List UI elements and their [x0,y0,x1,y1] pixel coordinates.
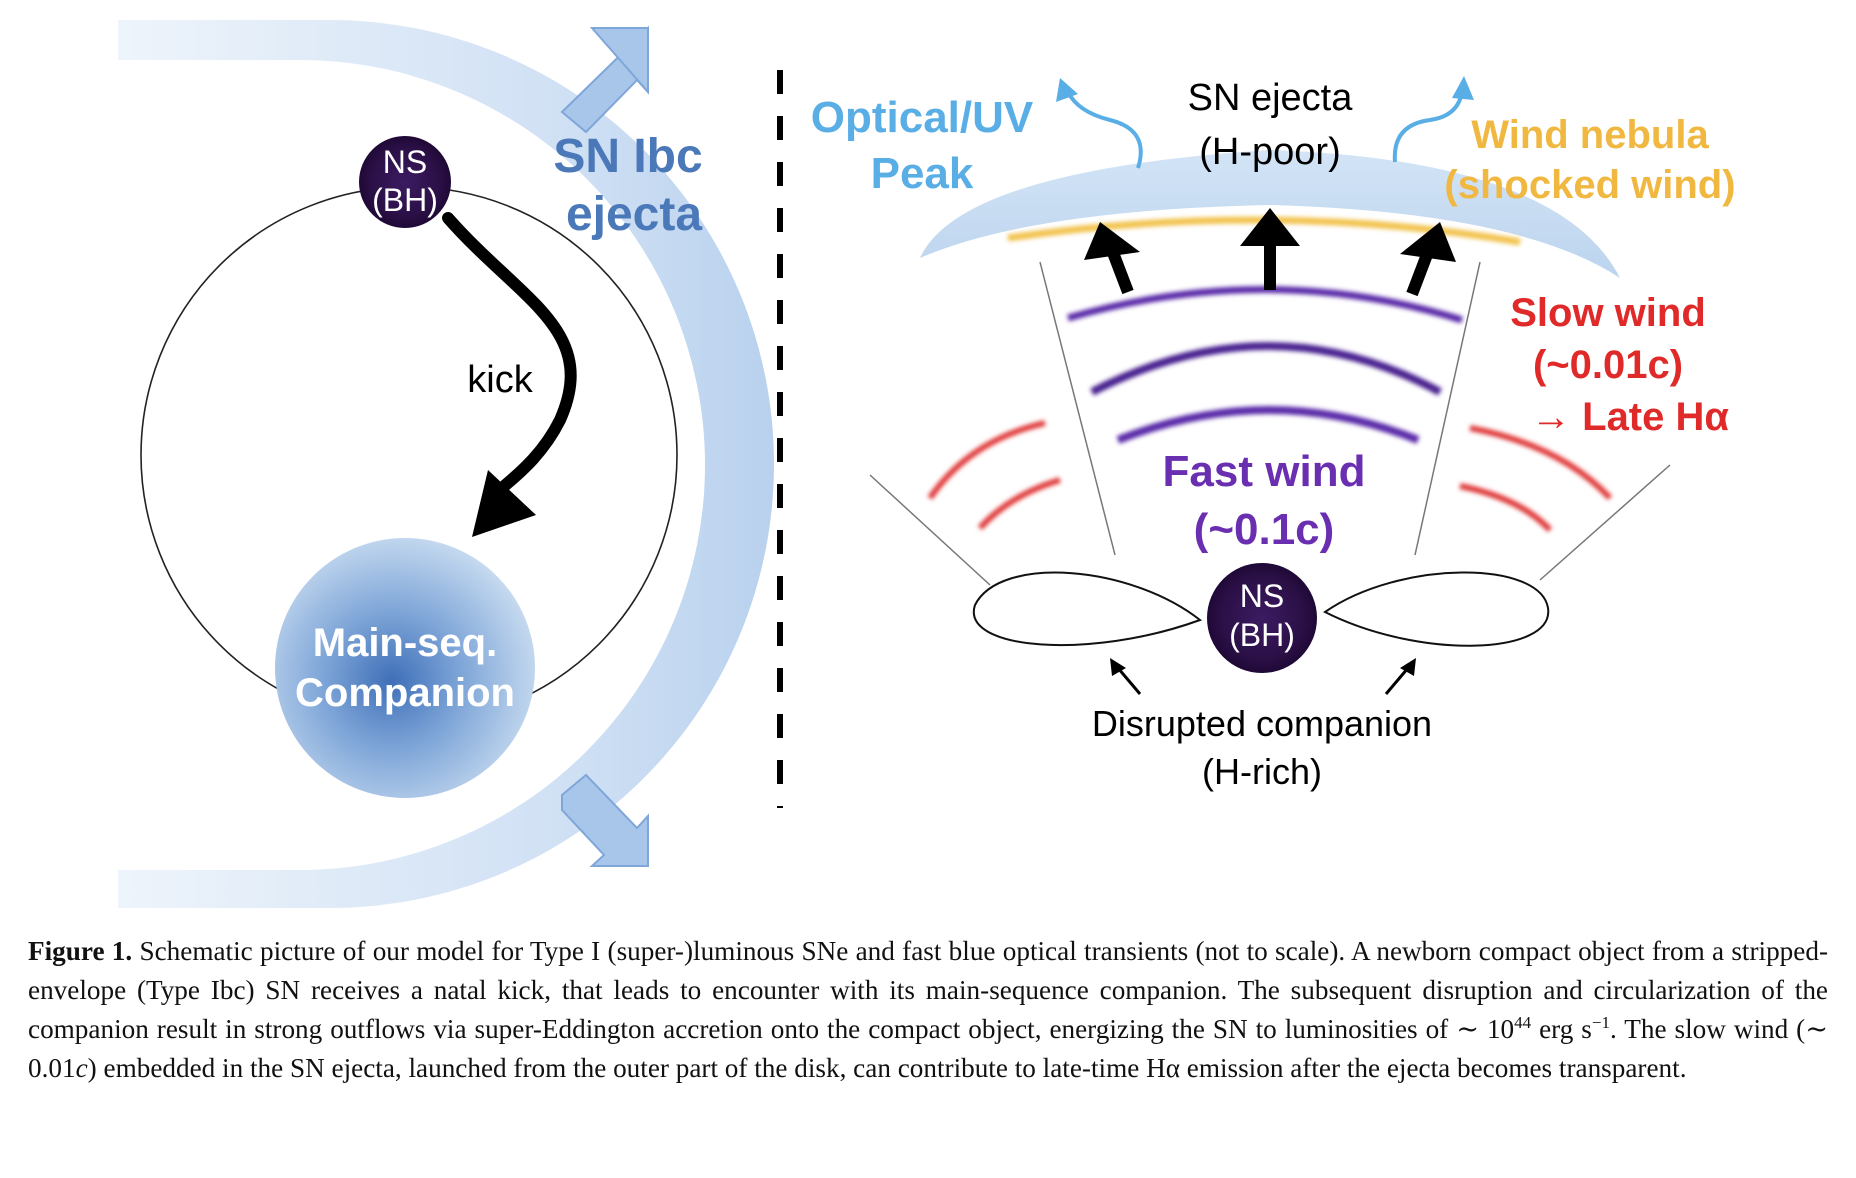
wind-nebula-label-1: Wind nebula [1471,113,1709,157]
optical-emission-arrow-left-icon [1056,78,1143,169]
outflow-arrow-left-icon [1084,222,1140,295]
ns-bh-left [359,136,451,228]
fast-wind-arc-2 [1090,342,1442,396]
schematic-diagram: NS (BH) kick SN Ibc ejecta Main-seq. Com… [118,20,1736,908]
caption-sup-neg: −1 [1591,1012,1610,1032]
outflow-arrow-right-icon [1400,222,1456,297]
fast-wind-label-1: Fast wind [1163,447,1366,496]
caption-text-a: Schematic picture of our model for Type … [28,936,1828,1044]
slow-wind-label-1: Slow wind [1510,291,1706,335]
caption-text-c: . The slow wind (∼ 0.01 [28,1014,1828,1083]
slow-wind-arc-left-2 [977,477,1061,531]
figure-label: Figure 1. [28,936,133,966]
sn-ejecta-cap [920,150,1620,278]
slow-wind-label-2: (~0.01c) [1533,343,1683,387]
optical-uv-label-1: Optical/UV [811,93,1034,142]
ns-right-label-2: (BH) [1229,617,1295,653]
kick-arrowhead-icon [472,470,536,537]
cone-line-inner-left [1039,261,1116,556]
disrupted-companion-label-2: (H-rich) [1202,751,1322,792]
companion-label-2: Companion [295,671,515,715]
ns-bh-right [1207,563,1317,673]
caption-text-d: ) embedded in the SN ejecta, launched fr… [87,1053,1687,1083]
ns-left-label-1: NS [383,144,427,180]
optical-uv-label-2: Peak [871,149,974,198]
slow-wind-arc-left-1 [927,420,1046,500]
main-seq-companion [275,538,535,798]
figure-1: NS (BH) kick SN Ibc ejecta Main-seq. Com… [118,20,1736,908]
disrupted-companion-lobe-right [1323,571,1550,647]
disrupted-companion-lobe-left [972,571,1203,647]
pointer-arrow-right-icon [1384,658,1416,695]
fast-wind-label-2: (~0.1c) [1194,505,1335,554]
sn-ibc-label-2: ejecta [566,188,702,241]
caption-c-symbol: c [75,1053,88,1083]
disrupted-companion-label-1: Disrupted companion [1092,703,1432,744]
sn-ibc-label-1: SN Ibc [553,130,702,183]
outflow-arrow-center-icon [1240,208,1300,290]
caption-text-b: erg s [1531,1014,1592,1044]
sn-ejecta-label-1: SN ejecta [1188,77,1354,119]
ejecta-arrow-up-icon [560,25,649,134]
kick-arrow [442,212,577,496]
left-panel: NS (BH) kick SN Ibc ejecta Main-seq. Com… [118,20,774,908]
optical-emission-arrow-right-icon [1392,76,1474,163]
ns-left-label-2: (BH) [372,182,438,218]
ejecta-arrow-down-icon [561,773,649,867]
cone-line-outer-left [869,474,991,586]
ns-right-label-1: NS [1240,578,1284,614]
sn-ejecta-label-2: (H-poor) [1199,131,1340,173]
wind-nebula-label-2: (shocked wind) [1444,163,1735,207]
slow-wind-arc-right-2 [1459,483,1553,533]
slow-wind-label-3: → Late Hα [1531,395,1729,439]
cone-line-inner-right [1414,261,1481,556]
caption-sup-exp: 44 [1514,1012,1532,1032]
cone-line-outer-right [1539,464,1671,581]
fast-wind-arc-3 [1116,406,1420,444]
fast-wind-arc-1 [1067,286,1464,324]
right-panel: NS (BH) Optical/UV Peak SN ejecta (H-poo… [811,76,1736,792]
slow-wind-arc-right-1 [1469,425,1613,501]
kick-label: kick [467,359,533,401]
companion-label-1: Main-seq. [313,621,497,665]
figure-caption: Figure 1. Schematic picture of our model… [28,932,1828,1088]
pointer-arrow-left-icon [1110,658,1142,695]
